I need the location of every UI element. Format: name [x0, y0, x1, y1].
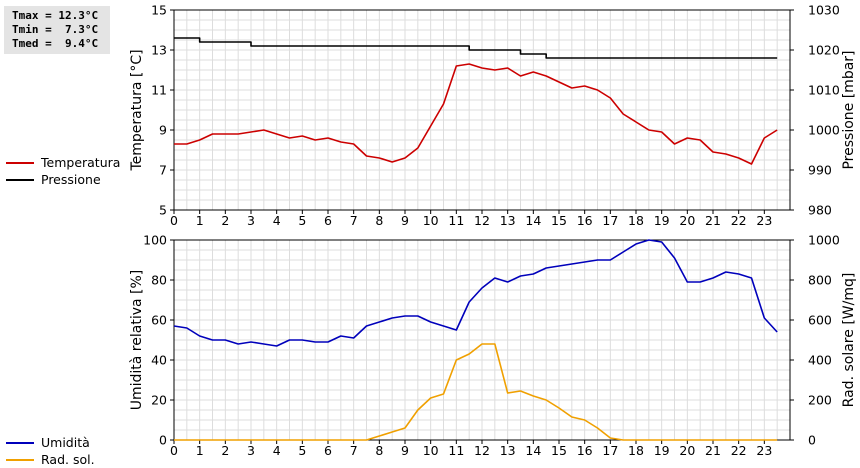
x-tick-label: 10	[423, 443, 439, 458]
y-tick-label-left: 13	[151, 43, 167, 58]
x-tick-label: 4	[273, 213, 281, 228]
stat-tmed: Tmed = 9.4°C	[12, 37, 99, 50]
y-axis-label-right: Pressione [mbar]	[841, 50, 857, 169]
x-tick-label: 17	[602, 213, 618, 228]
y-tick-label-left: 40	[151, 353, 167, 368]
legend-swatch-pressione	[6, 178, 34, 181]
x-tick-label: 15	[551, 443, 567, 458]
legend-swatch-temperatura	[6, 161, 34, 164]
x-tick-label: 20	[679, 443, 695, 458]
chart-top: 0 1 2 3 4 5 6 7 8 9 10 11 12 13 14 15 16 17 18 19 20 21 22 2357…	[129, 3, 857, 229]
x-tick-label: 14	[525, 443, 541, 458]
x-tick-label: 6	[324, 443, 332, 458]
y-tick-label-right: 990	[808, 163, 832, 178]
x-tick-label: 1	[196, 443, 204, 458]
x-tick-label: 8	[375, 213, 383, 228]
x-tick-label: 15	[551, 213, 567, 228]
legend-label-umidita: Umidità	[41, 435, 90, 450]
legend-label-temperatura: Temperatura	[41, 155, 121, 170]
x-tick-label: 21	[705, 443, 721, 458]
y-tick-label-left: 9	[159, 123, 167, 138]
y-tick-label-left: 15	[151, 3, 167, 18]
x-tick-label: 16	[577, 443, 593, 458]
y-tick-label-right: 1020	[808, 43, 840, 58]
x-tick-label: 2	[221, 443, 229, 458]
x-tick-label: 12	[474, 213, 490, 228]
x-tick-label: 10	[423, 213, 439, 228]
y-tick-label-right: 400	[808, 353, 832, 368]
x-tick-label: 23	[756, 213, 772, 228]
y-tick-label-left: 100	[143, 233, 167, 248]
y-tick-label-left: 80	[151, 273, 167, 288]
x-tick-label: 13	[500, 443, 516, 458]
stat-tmin: Tmin = 7.3°C	[12, 23, 99, 36]
y-tick-label-right: 1010	[808, 83, 840, 98]
stats-box: Tmax = 12.3°C Tmin = 7.3°C Tmed = 9.4°C	[4, 6, 110, 54]
x-tick-label: 19	[654, 443, 670, 458]
y-axis-label-left: Temperatura [°C]	[129, 49, 145, 171]
series-line-umidit	[173, 239, 778, 347]
y-axis-label-right: Rad. solare [W/mq]	[841, 273, 857, 408]
x-tick-label: 11	[448, 213, 464, 228]
x-tick-label: 22	[731, 443, 747, 458]
x-tick-label: 6	[324, 213, 332, 228]
x-tick-label: 5	[298, 443, 306, 458]
x-tick-label: 12	[474, 443, 490, 458]
x-tick-label: 18	[628, 443, 644, 458]
x-tick-label: 18	[628, 213, 644, 228]
x-tick-label: 17	[602, 443, 618, 458]
x-tick-label: 11	[448, 443, 464, 458]
x-tick-label: 19	[654, 213, 670, 228]
x-tick-label: 7	[350, 213, 358, 228]
stat-tmax: Tmax = 12.3°C	[12, 9, 99, 22]
x-tick-label: 0	[170, 443, 178, 458]
chart-bottom: 0 1 2 3 4 5 6 7 8 9 10 11 12 13 14 15 16 17 18 19 20 21 22 2302…	[129, 233, 857, 459]
x-tick-label: 14	[525, 213, 541, 228]
y-tick-label-left: 0	[159, 433, 167, 448]
series-line-pressione	[174, 37, 778, 59]
y-tick-label-left: 60	[151, 313, 167, 328]
x-tick-label: 13	[500, 213, 516, 228]
legend-label-pressione: Pressione	[41, 172, 101, 187]
y-tick-label-right: 1000	[808, 123, 840, 138]
legend-swatch-umidita	[6, 441, 34, 444]
x-tick-label: 7	[350, 443, 358, 458]
y-tick-label-right: 1030	[808, 3, 840, 18]
y-tick-label-right: 980	[808, 203, 832, 218]
y-tick-label-right: 1000	[808, 233, 840, 248]
x-tick-label: 8	[375, 443, 383, 458]
y-tick-label-right: 600	[808, 313, 832, 328]
x-tick-label: 21	[705, 213, 721, 228]
x-tick-label: 3	[247, 443, 255, 458]
y-tick-label-right: 0	[808, 433, 816, 448]
legend-top: Temperatura Pressione	[6, 154, 120, 188]
y-tick-label-left: 11	[151, 83, 167, 98]
x-tick-label: 4	[273, 443, 281, 458]
y-axis-label-left: Umidità relativa [%]	[129, 270, 145, 411]
y-tick-label-left: 20	[151, 393, 167, 408]
legend-item-pressione: Pressione	[6, 171, 120, 188]
x-tick-label: 0	[170, 213, 178, 228]
x-tick-label: 1	[196, 213, 204, 228]
x-tick-label: 22	[731, 213, 747, 228]
y-tick-label-right: 200	[808, 393, 832, 408]
x-tick-label: 9	[401, 213, 409, 228]
y-tick-label-right: 800	[808, 273, 832, 288]
x-tick-label: 16	[577, 213, 593, 228]
series-line-temperatura	[174, 63, 778, 165]
x-tick-label: 3	[247, 213, 255, 228]
x-tick-label: 2	[221, 213, 229, 228]
x-tick-label: 23	[756, 443, 772, 458]
series-line-rad-sol	[174, 343, 778, 441]
legend-item-temperatura: Temperatura	[6, 154, 120, 171]
x-tick-label: 5	[298, 213, 306, 228]
x-tick-label: 9	[401, 443, 409, 458]
y-tick-label-left: 7	[159, 163, 167, 178]
y-tick-label-left: 5	[159, 203, 167, 218]
x-tick-label: 20	[679, 213, 695, 228]
legend-item-umidita: Umidità	[6, 434, 95, 451]
